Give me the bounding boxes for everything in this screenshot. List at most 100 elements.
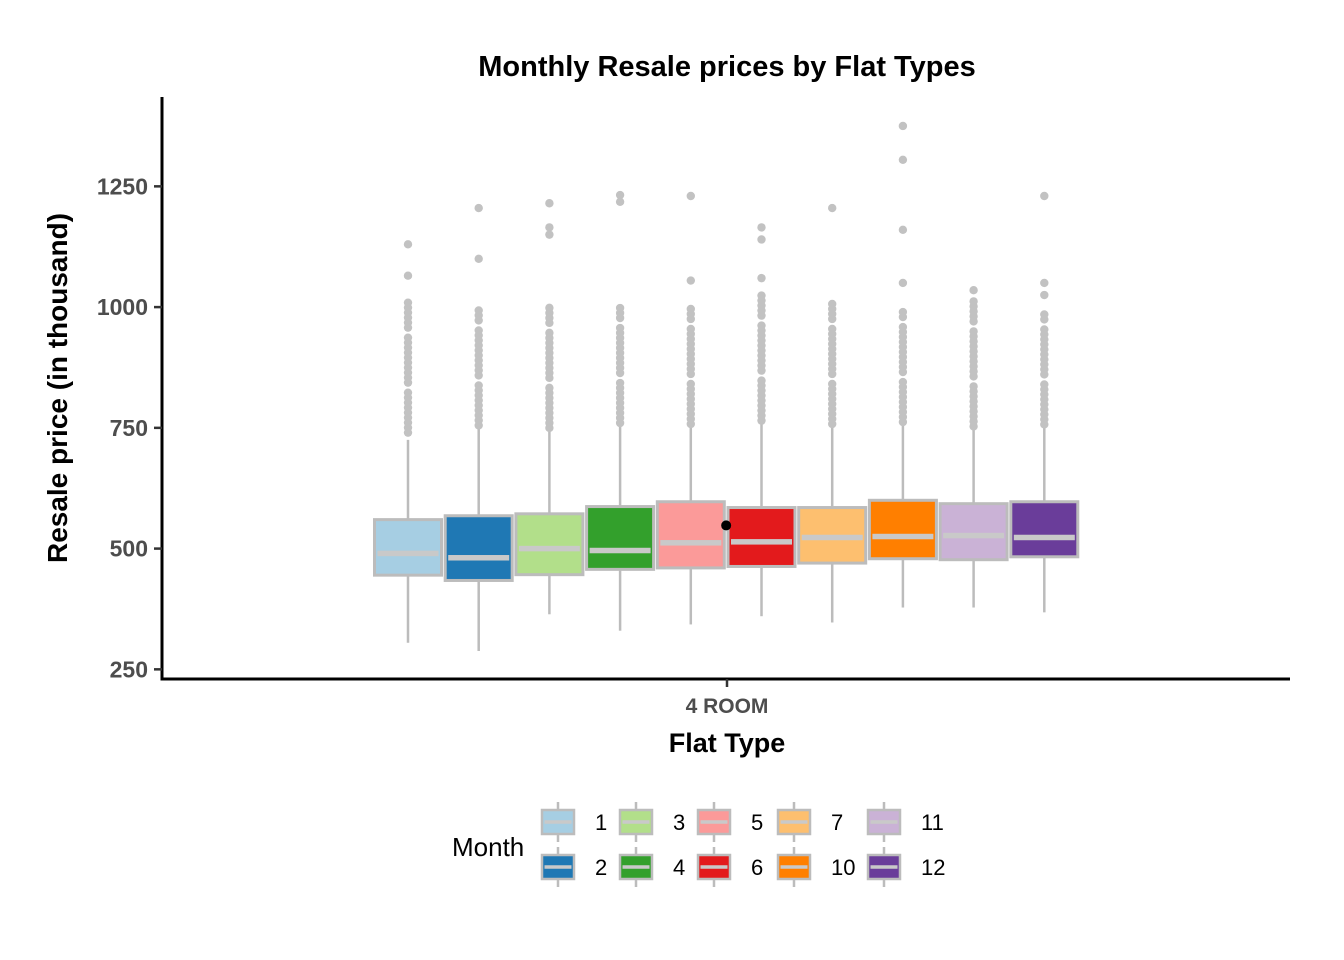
legend-key-median <box>544 865 572 869</box>
y-tick-label: 750 <box>110 415 148 441</box>
legend-label: 1 <box>595 810 607 835</box>
outlier-point <box>686 324 695 334</box>
outlier-point <box>757 291 766 300</box>
outlier-point <box>686 276 695 285</box>
median-line <box>731 539 792 545</box>
outlier-point <box>969 327 978 336</box>
legend-label: 10 <box>831 855 855 880</box>
iqr-box <box>1009 500 1080 559</box>
legend-label: 7 <box>831 810 843 835</box>
y-axis-ticks: 250 500 750 1000 1250 <box>97 173 162 682</box>
outlier-point <box>615 303 625 313</box>
legend-item-month-10: 10 <box>776 847 855 887</box>
outlier-point <box>898 225 908 235</box>
outlier-point <box>757 321 766 330</box>
x-tick-label-4room: 4 ROOM <box>686 695 769 718</box>
outlier-point <box>545 303 554 313</box>
outlier-point <box>757 376 766 385</box>
outlier-point <box>545 230 554 239</box>
outlier-point <box>474 326 483 335</box>
outlier-point <box>1040 278 1049 288</box>
legend-title: Month <box>452 832 524 862</box>
outlier-point <box>545 328 554 338</box>
legend-item-month-4: 4 <box>618 847 685 887</box>
outlier-point <box>1040 380 1049 389</box>
legend-key-median <box>780 820 808 824</box>
legend-key-median <box>870 865 898 869</box>
legend-item-month-6: 6 <box>696 847 763 887</box>
plot-area <box>373 121 1080 651</box>
legend-key-median <box>700 820 728 824</box>
outlier-point <box>403 388 413 397</box>
legend-key-median <box>870 820 898 824</box>
outlier-point <box>757 223 766 232</box>
chart-title: Monthly Resale prices by Flat Types <box>478 51 975 83</box>
outlier-point <box>828 299 837 309</box>
outlier-point <box>615 197 625 207</box>
outlier-point <box>969 285 978 295</box>
legend-label: 2 <box>595 855 607 880</box>
legend-item-month-7: 7 <box>776 802 843 842</box>
boxplot-month-3 <box>514 199 585 615</box>
median-line <box>872 533 934 540</box>
iqr-box <box>655 500 726 570</box>
boxplot-month-1 <box>373 240 443 643</box>
outlier-point <box>686 379 695 389</box>
median-line <box>1013 534 1075 541</box>
outlier-point <box>403 298 413 307</box>
iqr-box <box>514 512 585 577</box>
outlier-point <box>686 304 695 314</box>
legend-label: 3 <box>673 810 685 835</box>
legend-label: 12 <box>921 855 945 880</box>
iqr-box <box>443 514 514 582</box>
legend-key-median <box>622 820 650 824</box>
outlier-point <box>757 235 766 244</box>
legend-label: 6 <box>751 855 763 880</box>
legend-label: 11 <box>921 810 944 835</box>
boxplot-month-4 <box>585 190 656 631</box>
median-line <box>589 547 651 554</box>
legend-key-median <box>780 865 808 869</box>
outlier-point <box>545 199 554 208</box>
outlier-point <box>828 203 837 213</box>
iqr-box <box>726 506 797 568</box>
outlier-point <box>969 382 978 391</box>
y-tick-label: 1250 <box>97 173 148 199</box>
outlier-point <box>1040 290 1049 300</box>
outlier-point <box>898 155 908 164</box>
legend-key-median <box>700 865 728 869</box>
legend-item-month-5: 5 <box>696 802 763 842</box>
outlier-point <box>898 377 908 387</box>
outlier-point <box>686 191 695 201</box>
outlier-point <box>828 379 837 389</box>
outlier-point <box>615 190 625 200</box>
outlier-point <box>615 378 625 388</box>
median-line <box>943 532 1005 539</box>
outlier-point <box>474 203 483 213</box>
legend-key-median <box>622 865 650 869</box>
boxplot-month-10 <box>867 121 938 608</box>
iqr-box <box>938 502 1009 562</box>
boxplot-month-2 <box>443 203 514 651</box>
outlier-point <box>403 271 413 280</box>
outlier-point <box>474 381 483 390</box>
outlier-point <box>1040 310 1049 319</box>
outlier-point <box>969 297 978 306</box>
x-axis-title: Flat Type <box>669 728 786 758</box>
legend-item-month-2: 2 <box>540 847 607 887</box>
outlier-point <box>545 383 554 393</box>
legend-item-month-12: 12 <box>866 847 945 887</box>
boxplot-month-12 <box>1009 191 1080 613</box>
outlier-point <box>545 223 554 232</box>
legend-item-month-3: 3 <box>618 802 685 842</box>
legend-label: 4 <box>673 855 685 880</box>
outlier-point <box>828 324 837 334</box>
median-line <box>660 540 722 546</box>
legend-item-month-1: 1 <box>540 802 607 842</box>
legend-key-median <box>544 820 572 824</box>
outlier-point <box>898 278 908 288</box>
y-axis-title: Resale price (in thousand) <box>42 213 73 563</box>
